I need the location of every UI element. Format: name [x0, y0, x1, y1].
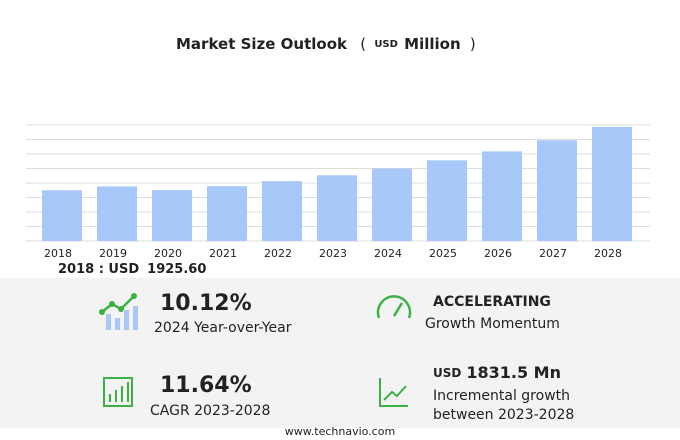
- yoy-icon: [99, 293, 138, 330]
- bar: [207, 186, 247, 241]
- base-number: 1925.60: [147, 262, 206, 277]
- incremental-number: 1831.5 Mn: [466, 363, 561, 382]
- title-unit: Million: [404, 35, 460, 53]
- momentum-value: ACCELERATING: [433, 294, 551, 310]
- x-tick-label: 2026: [484, 247, 512, 260]
- yoy-label: 2024 Year-over-Year: [154, 320, 292, 336]
- momentum-icon: [376, 295, 412, 319]
- x-tick-label: 2028: [594, 247, 622, 260]
- cagr-label: CAGR 2023-2028: [150, 403, 270, 419]
- plot: 2018 2019 2020 2021 2022 2023 2024 2025 2026 2027…: [26, 124, 650, 260]
- x-tick-label: 2019: [99, 247, 127, 260]
- cagr-icon: [103, 377, 133, 407]
- base-value: 2018 : USD 1925.60: [58, 262, 206, 277]
- x-tick-label: 2023: [319, 247, 347, 260]
- incremental-icon: [379, 378, 408, 407]
- x-tick-label: 2025: [429, 247, 457, 260]
- bar: [592, 126, 632, 241]
- x-tick-label: 2027: [539, 247, 567, 260]
- title-text: Market Size Outlook: [176, 35, 348, 53]
- momentum-label: Growth Momentum: [425, 316, 560, 332]
- bar: [152, 190, 192, 241]
- x-tick-label: 2021: [209, 247, 237, 260]
- bar: [42, 190, 82, 241]
- title-paren: (: [360, 35, 366, 53]
- bar: [97, 186, 137, 241]
- bar: [537, 140, 577, 241]
- yoy-value: 10.12%: [160, 291, 252, 316]
- highlights-panel: [0, 278, 680, 428]
- title-paren: ): [470, 35, 476, 53]
- bar: [482, 151, 522, 241]
- footer: www.technavio.com: [285, 425, 395, 438]
- incremental-label: between 2023-2028: [433, 407, 574, 423]
- chart-title: Market Size Outlook ( USD Million ): [176, 35, 476, 53]
- incremental-label: Incremental growth: [433, 388, 570, 404]
- base-label: 2018 : USD: [58, 262, 139, 277]
- title-unit: USD: [374, 39, 398, 50]
- bar: [427, 160, 467, 241]
- bar: [372, 168, 412, 241]
- x-tick-label: 2018: [44, 247, 72, 260]
- x-tick-label: 2020: [154, 247, 182, 260]
- bar: [317, 175, 357, 241]
- x-tick-label: 2024: [374, 247, 402, 260]
- cagr-value: 11.64%: [160, 373, 252, 398]
- incremental-unit: USD: [433, 366, 461, 380]
- x-tick-label: 2022: [264, 247, 292, 260]
- bar: [262, 181, 302, 241]
- incremental-value: USD 1831.5 Mn: [433, 363, 561, 382]
